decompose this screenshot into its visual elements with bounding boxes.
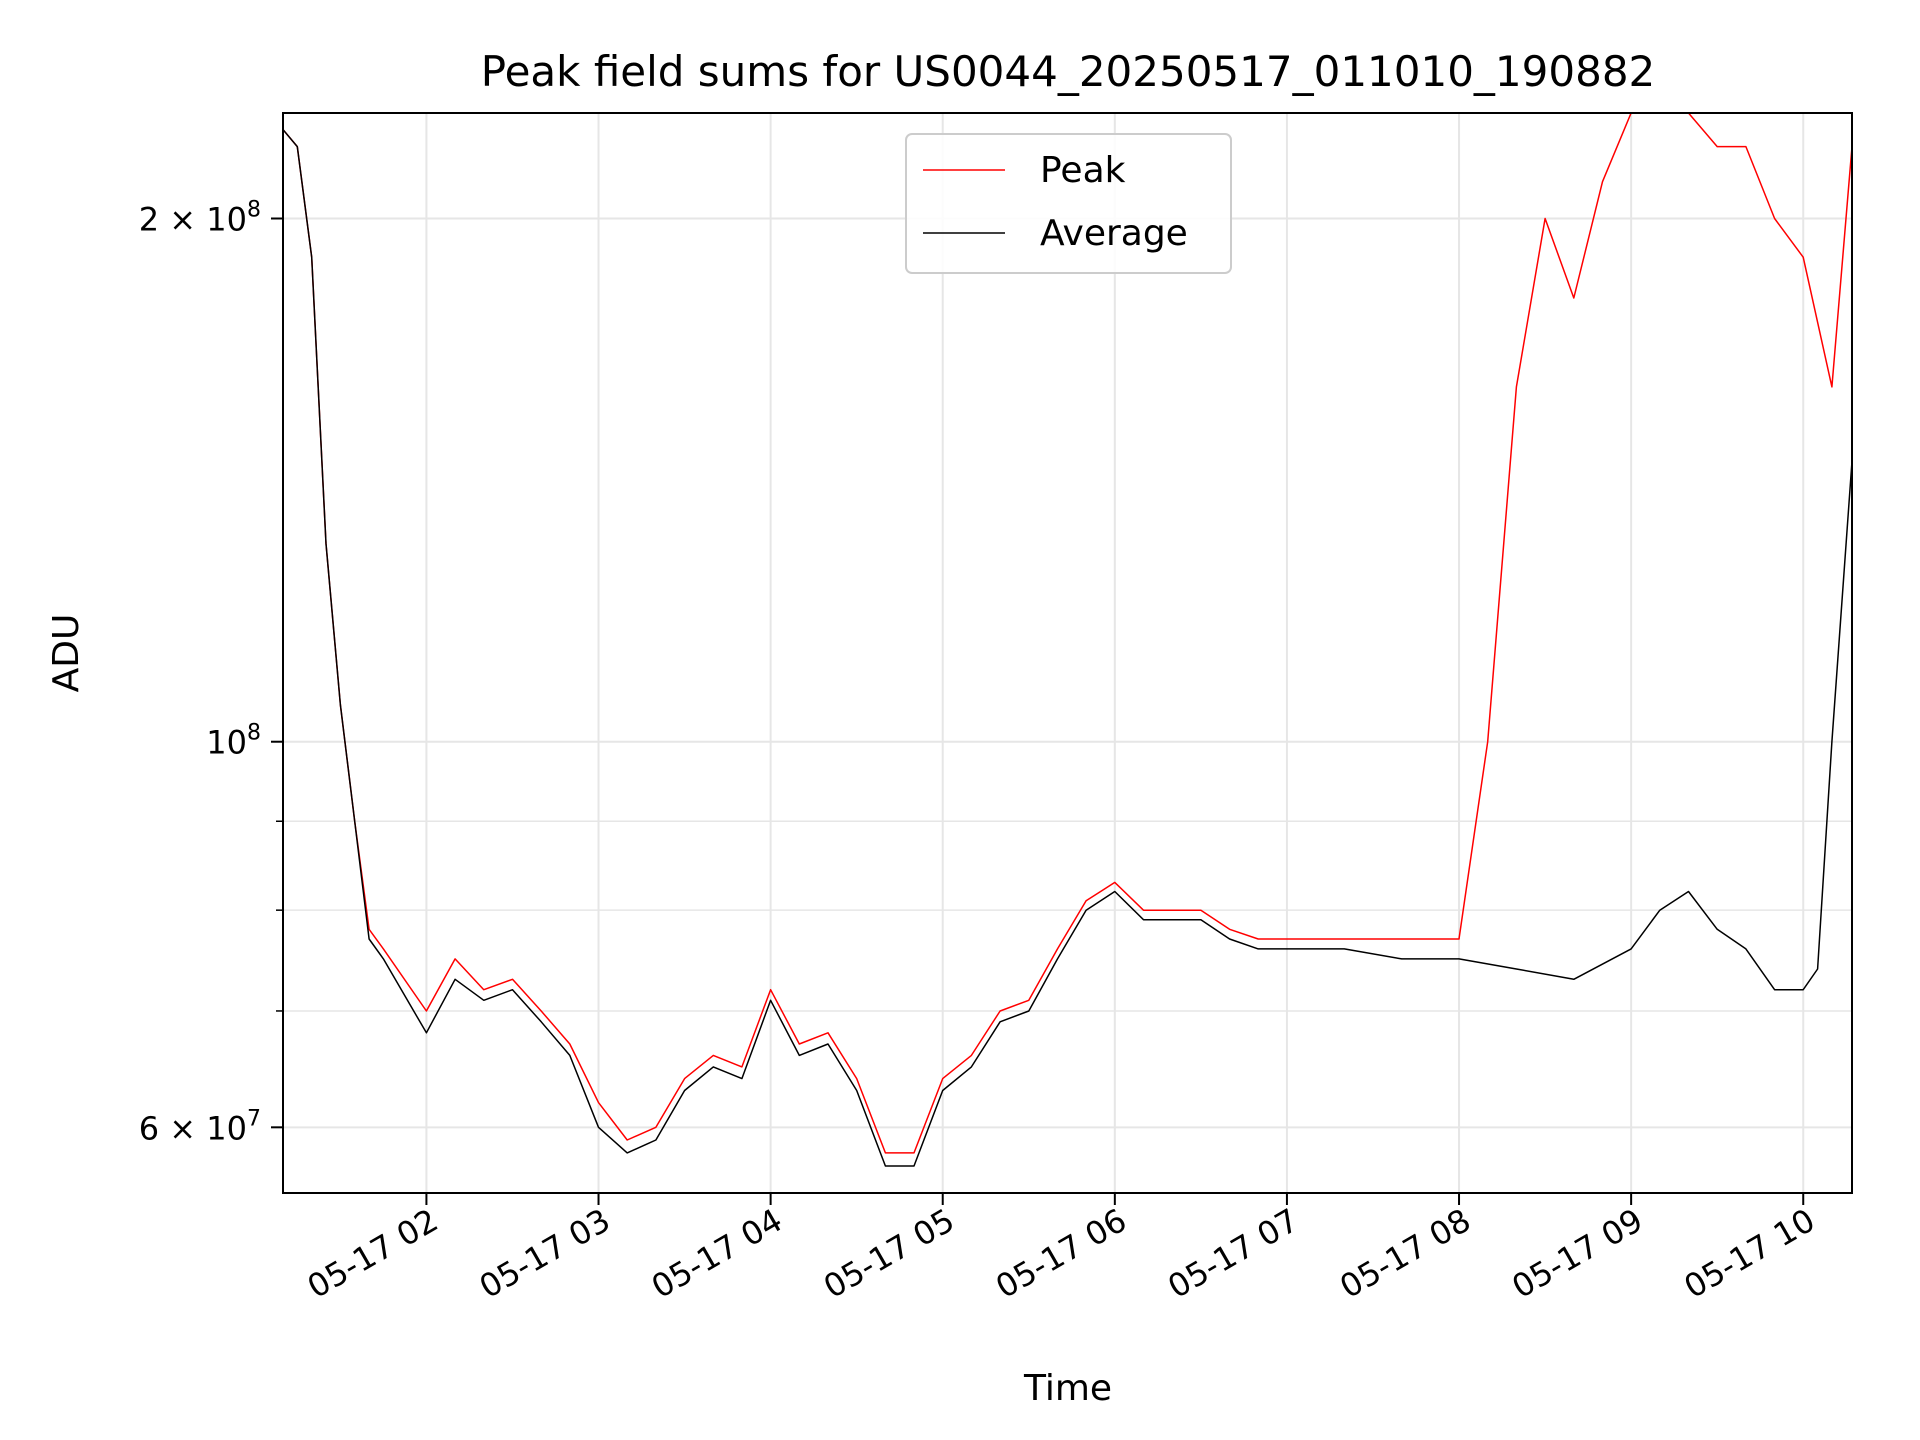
legend-box (905, 133, 1232, 274)
legend: Peak Average (905, 133, 1232, 274)
series-line-average (283, 129, 1852, 1167)
x-axis-label: Time (1023, 1368, 1112, 1409)
chart-title: Peak field sums for US0044_20250517_0110… (481, 47, 1656, 96)
y-tick-label: 6 × 107 (139, 1106, 261, 1147)
grid (283, 113, 1852, 1193)
y-axis: 6 × 107 108 2 × 108 (139, 197, 283, 1147)
y-axis-label: ADU (46, 614, 87, 693)
plot-area (283, 113, 1852, 1167)
axes-frame (282, 112, 1853, 1194)
y-tick-label: 2 × 108 (139, 197, 261, 238)
y-tick-label: 108 (206, 721, 261, 762)
legend-label-average: Average (1040, 213, 1188, 254)
legend-label-peak: Peak (1040, 150, 1126, 191)
series-line-peak (283, 113, 1852, 1154)
